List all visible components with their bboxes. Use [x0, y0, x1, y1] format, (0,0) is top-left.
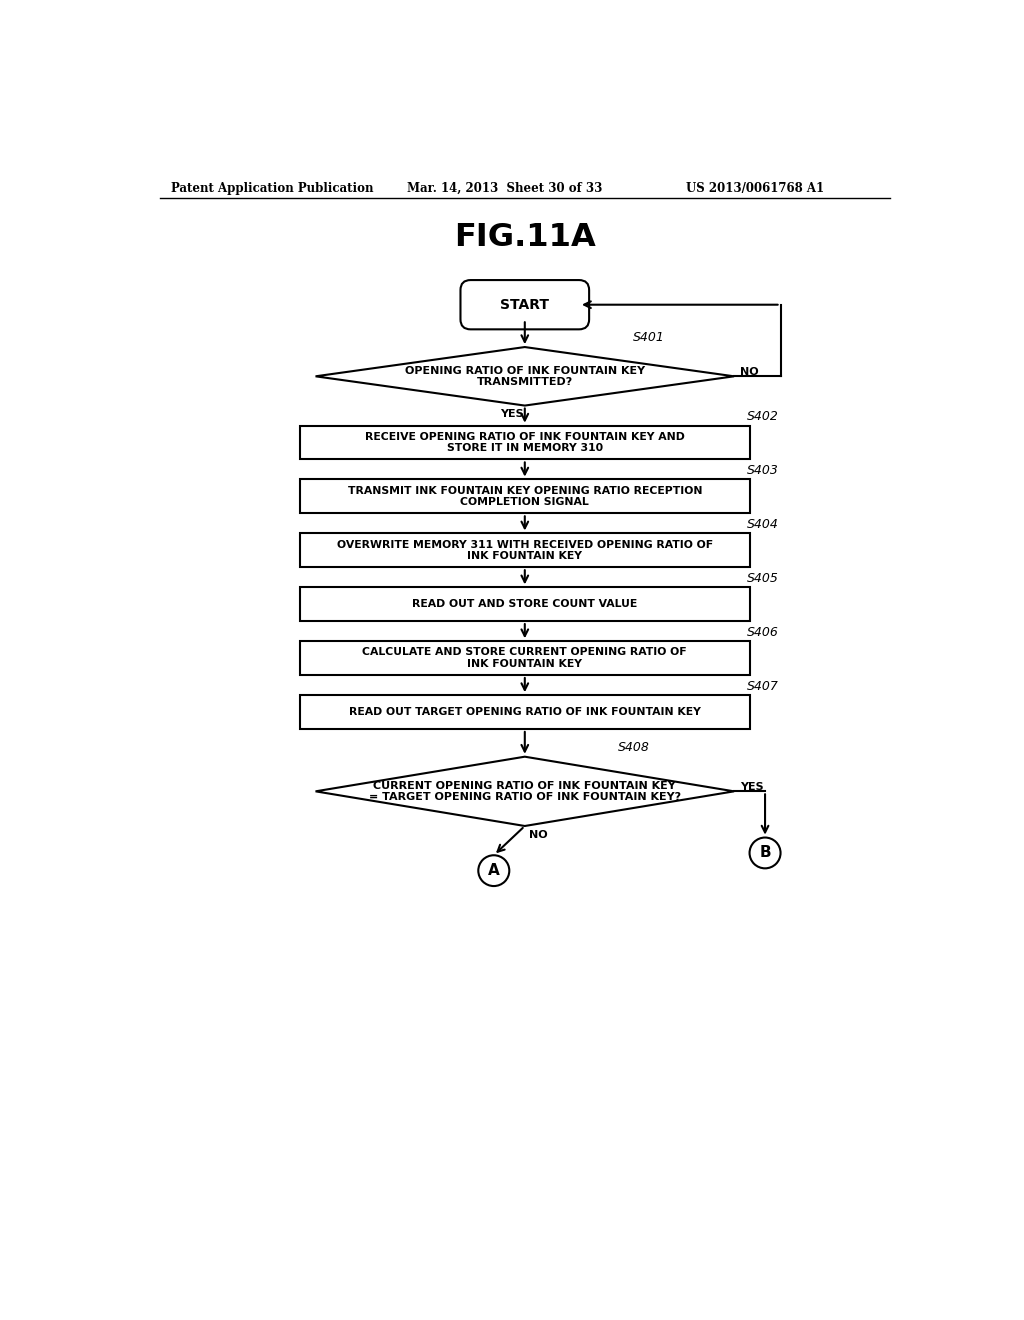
Text: FIG.11A: FIG.11A	[454, 222, 596, 252]
Text: S403: S403	[746, 465, 778, 478]
Text: READ OUT TARGET OPENING RATIO OF INK FOUNTAIN KEY: READ OUT TARGET OPENING RATIO OF INK FOU…	[349, 708, 700, 717]
Text: NO: NO	[740, 367, 759, 376]
Text: S404: S404	[746, 517, 778, 531]
Text: B: B	[759, 845, 771, 861]
Text: S405: S405	[746, 572, 778, 585]
Text: START: START	[501, 298, 549, 312]
Text: YES: YES	[500, 409, 523, 418]
Text: S407: S407	[746, 680, 778, 693]
Polygon shape	[315, 347, 734, 405]
Text: S406: S406	[746, 626, 778, 639]
FancyBboxPatch shape	[300, 425, 750, 459]
Text: OPENING RATIO OF INK FOUNTAIN KEY
TRANSMITTED?: OPENING RATIO OF INK FOUNTAIN KEY TRANSM…	[404, 366, 645, 387]
FancyBboxPatch shape	[300, 696, 750, 729]
Text: Mar. 14, 2013  Sheet 30 of 33: Mar. 14, 2013 Sheet 30 of 33	[407, 182, 602, 194]
Text: YES: YES	[740, 781, 764, 792]
FancyBboxPatch shape	[300, 642, 750, 675]
Text: US 2013/0061768 A1: US 2013/0061768 A1	[686, 182, 824, 194]
Text: S402: S402	[746, 411, 778, 424]
Text: NO: NO	[529, 830, 548, 840]
Text: S408: S408	[617, 741, 649, 754]
Polygon shape	[315, 756, 734, 826]
Text: CALCULATE AND STORE CURRENT OPENING RATIO OF
INK FOUNTAIN KEY: CALCULATE AND STORE CURRENT OPENING RATI…	[362, 647, 687, 669]
FancyBboxPatch shape	[300, 533, 750, 568]
Text: S401: S401	[633, 331, 666, 345]
Text: RECEIVE OPENING RATIO OF INK FOUNTAIN KEY AND
STORE IT IN MEMORY 310: RECEIVE OPENING RATIO OF INK FOUNTAIN KE…	[365, 432, 685, 453]
Text: CURRENT OPENING RATIO OF INK FOUNTAIN KEY
= TARGET OPENING RATIO OF INK FOUNTAIN: CURRENT OPENING RATIO OF INK FOUNTAIN KE…	[369, 780, 681, 803]
Circle shape	[478, 855, 509, 886]
FancyBboxPatch shape	[300, 479, 750, 513]
Text: Patent Application Publication: Patent Application Publication	[171, 182, 373, 194]
Circle shape	[750, 838, 780, 869]
FancyBboxPatch shape	[300, 587, 750, 622]
Text: READ OUT AND STORE COUNT VALUE: READ OUT AND STORE COUNT VALUE	[413, 599, 637, 610]
FancyBboxPatch shape	[461, 280, 589, 330]
Text: TRANSMIT INK FOUNTAIN KEY OPENING RATIO RECEPTION
COMPLETION SIGNAL: TRANSMIT INK FOUNTAIN KEY OPENING RATIO …	[347, 486, 702, 507]
Text: OVERWRITE MEMORY 311 WITH RECEIVED OPENING RATIO OF
INK FOUNTAIN KEY: OVERWRITE MEMORY 311 WITH RECEIVED OPENI…	[337, 540, 713, 561]
Text: A: A	[487, 863, 500, 878]
